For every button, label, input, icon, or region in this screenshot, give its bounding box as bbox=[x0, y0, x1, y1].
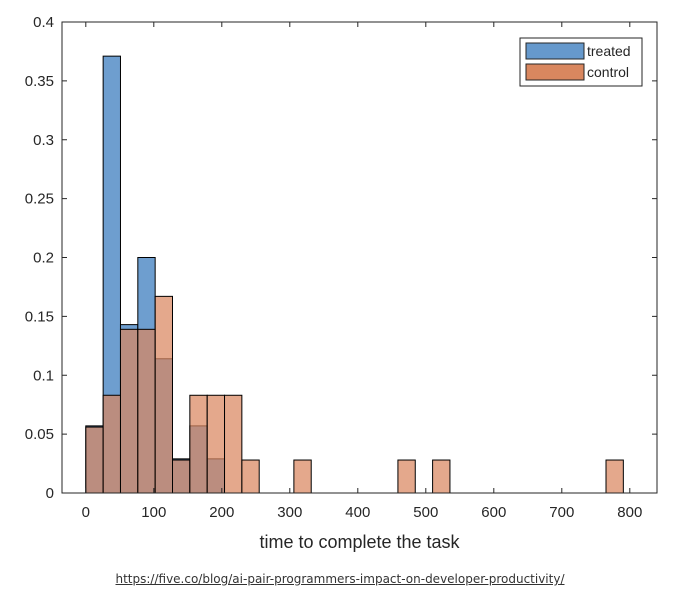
x-tick-label-8: 800 bbox=[617, 504, 642, 521]
x-tick-label-5: 500 bbox=[413, 504, 438, 521]
bar-control-0 bbox=[85, 426, 104, 494]
bar-control-13 bbox=[605, 459, 624, 494]
legend-label-control: control bbox=[587, 64, 629, 80]
x-tick-label-7: 700 bbox=[549, 504, 574, 521]
bar-control-7 bbox=[206, 394, 226, 494]
bar-control-6 bbox=[189, 394, 208, 494]
x-axis-label: time to complete the task bbox=[259, 532, 460, 552]
legend-label-treated: treated bbox=[587, 43, 631, 59]
bar-control-10 bbox=[293, 459, 312, 494]
x-tick-label-4: 400 bbox=[345, 504, 370, 521]
y-tick-label-7: 0.35 bbox=[25, 73, 54, 90]
histogram-chart: 0 0.05 0.1 0.15 0.2 0.25 0.3 0.35 0.4 0 100 200 300 4… bbox=[25, 14, 658, 552]
x-tick-label-1: 100 bbox=[141, 504, 166, 521]
y-tick-label-8: 0.4 bbox=[33, 14, 54, 31]
bar-control-4 bbox=[154, 295, 174, 494]
x-tick-label-2: 200 bbox=[209, 504, 234, 521]
y-tick-label-5: 0.25 bbox=[25, 191, 54, 208]
chart-svg: 0 0.05 0.1 0.15 0.2 0.25 0.3 0.35 0.4 0 100 200 300 4… bbox=[25, 14, 658, 552]
legend-swatch-treated bbox=[525, 42, 585, 60]
y-tick-label-3: 0.15 bbox=[25, 308, 54, 325]
bar-control-9 bbox=[241, 459, 260, 494]
bar-control-1 bbox=[102, 394, 121, 494]
y-tick-label-4: 0.2 bbox=[33, 250, 54, 267]
bar-control-3 bbox=[137, 328, 156, 494]
y-tick-label-6: 0.3 bbox=[33, 132, 54, 149]
bar-control-8 bbox=[224, 394, 243, 494]
y-tick-label-2: 0.1 bbox=[33, 367, 54, 384]
x-tick-label-3: 300 bbox=[277, 504, 302, 521]
x-tick-label-6: 600 bbox=[481, 504, 506, 521]
y-tick-label-0: 0 bbox=[46, 485, 54, 502]
x-tick-label-0: 0 bbox=[82, 504, 90, 521]
bar-control-11 bbox=[397, 459, 416, 494]
bar-control-12 bbox=[432, 459, 451, 494]
bar-control-5 bbox=[172, 459, 191, 494]
bar-control-2 bbox=[119, 328, 139, 494]
y-tick-label-1: 0.05 bbox=[25, 426, 54, 443]
legend-swatch-control bbox=[525, 63, 585, 81]
source-link[interactable]: https://five.co/blog/ai-pair-programmers… bbox=[115, 572, 565, 586]
